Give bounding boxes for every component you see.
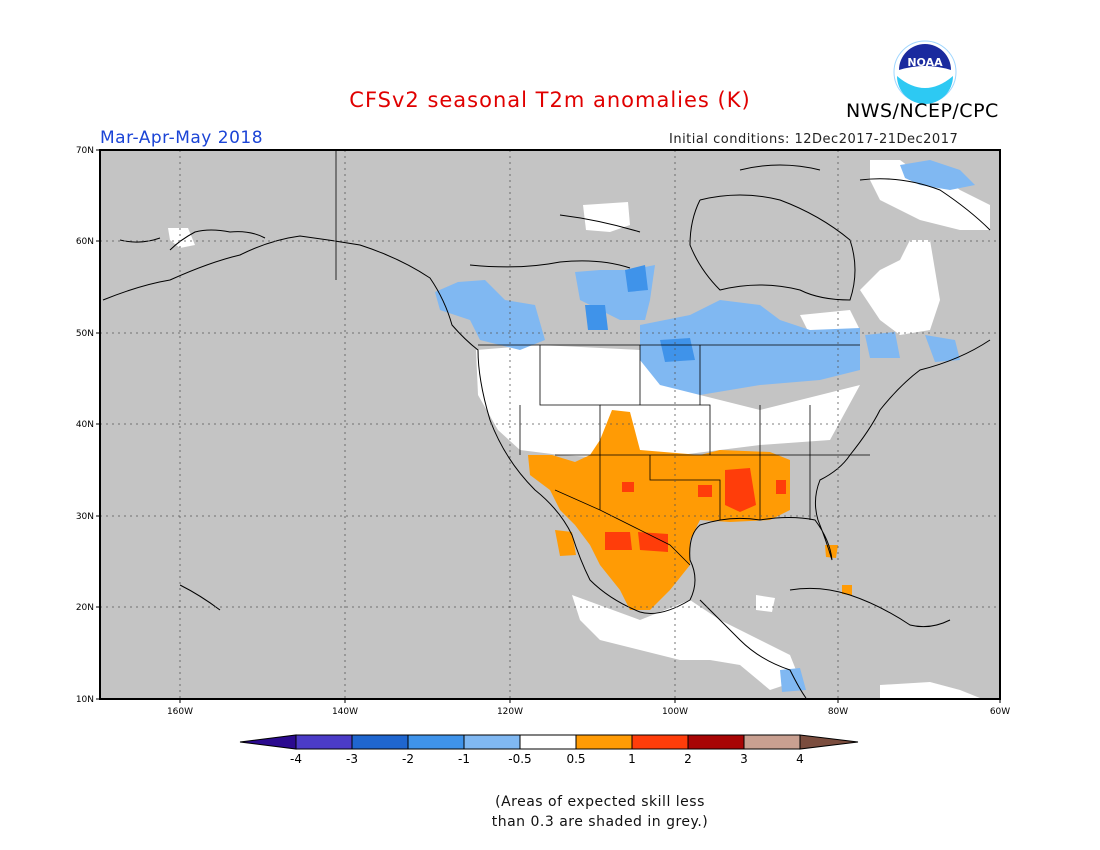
color-legend <box>239 734 859 750</box>
lat-label: 60N <box>76 237 94 247</box>
legend-swatch <box>743 734 801 750</box>
legend-swatch <box>687 734 745 750</box>
footnote-line: than 0.3 are shaded in grey.) <box>491 814 709 830</box>
svg-text:NOAA: NOAA <box>907 56 943 69</box>
legend-label: -0.5 <box>508 752 531 766</box>
lon-label: 160W <box>167 707 193 717</box>
legend-swatch <box>351 734 409 750</box>
legend-label: -4 <box>290 752 302 766</box>
legend-label: 2 <box>684 752 692 766</box>
legend-label: 3 <box>740 752 748 766</box>
strong-warm-anomaly-regions <box>605 468 786 552</box>
lat-label: 50N <box>76 329 94 339</box>
legend-swatch <box>631 734 689 750</box>
legend-swatch <box>463 734 521 750</box>
map-title: CFSv2 seasonal T2m anomalies (K) <box>349 88 751 112</box>
legend-label: -3 <box>346 752 358 766</box>
longitude-labels: 160W 140W 120W 100W 80W 60W <box>167 707 1010 717</box>
legend-swatch <box>575 734 633 750</box>
legend-swatch <box>799 734 859 750</box>
legend-swatch <box>407 734 465 750</box>
noaa-logo: NOAA <box>893 40 957 104</box>
lon-label: 60W <box>990 707 1010 717</box>
initial-conditions-label: Initial conditions: 12Dec2017-21Dec2017 <box>669 132 959 147</box>
warm-anomaly-regions <box>528 410 852 610</box>
legend-label: -2 <box>402 752 414 766</box>
skill-footnote: (Areas of expected skill less than 0.3 a… <box>420 792 780 832</box>
lat-label: 10N <box>76 695 94 705</box>
strong-cool-anomaly-regions <box>585 265 695 362</box>
footnote-line: (Areas of expected skill less <box>495 794 705 810</box>
near-normal-regions <box>168 160 990 698</box>
latitude-labels: 70N 60N 50N 40N 30N 20N 10N <box>76 146 94 705</box>
axis-ticks <box>96 149 1001 703</box>
lat-label: 30N <box>76 512 94 522</box>
legend-swatch <box>295 734 353 750</box>
lon-label: 140W <box>332 707 358 717</box>
lon-label: 80W <box>828 707 848 717</box>
legend-label: -1 <box>458 752 470 766</box>
cool-anomaly-regions <box>435 160 975 692</box>
agency-label: NWS/NCEP/CPC <box>846 100 999 122</box>
lat-label: 20N <box>76 603 94 613</box>
legend-labels: -4 -3 -2 -1 -0.5 0.5 1 2 3 4 <box>290 752 804 766</box>
season-label: Mar-Apr-May 2018 <box>100 128 264 148</box>
legend-swatch <box>239 734 297 750</box>
lon-label: 100W <box>662 707 688 717</box>
legend-label: 4 <box>796 752 804 766</box>
legend-label: 1 <box>628 752 636 766</box>
lat-label: 70N <box>76 146 94 156</box>
legend-label: 0.5 <box>566 752 585 766</box>
legend-swatch <box>519 734 577 750</box>
graticule <box>100 150 1000 699</box>
lon-label: 120W <box>497 707 523 717</box>
lat-label: 40N <box>76 420 94 430</box>
